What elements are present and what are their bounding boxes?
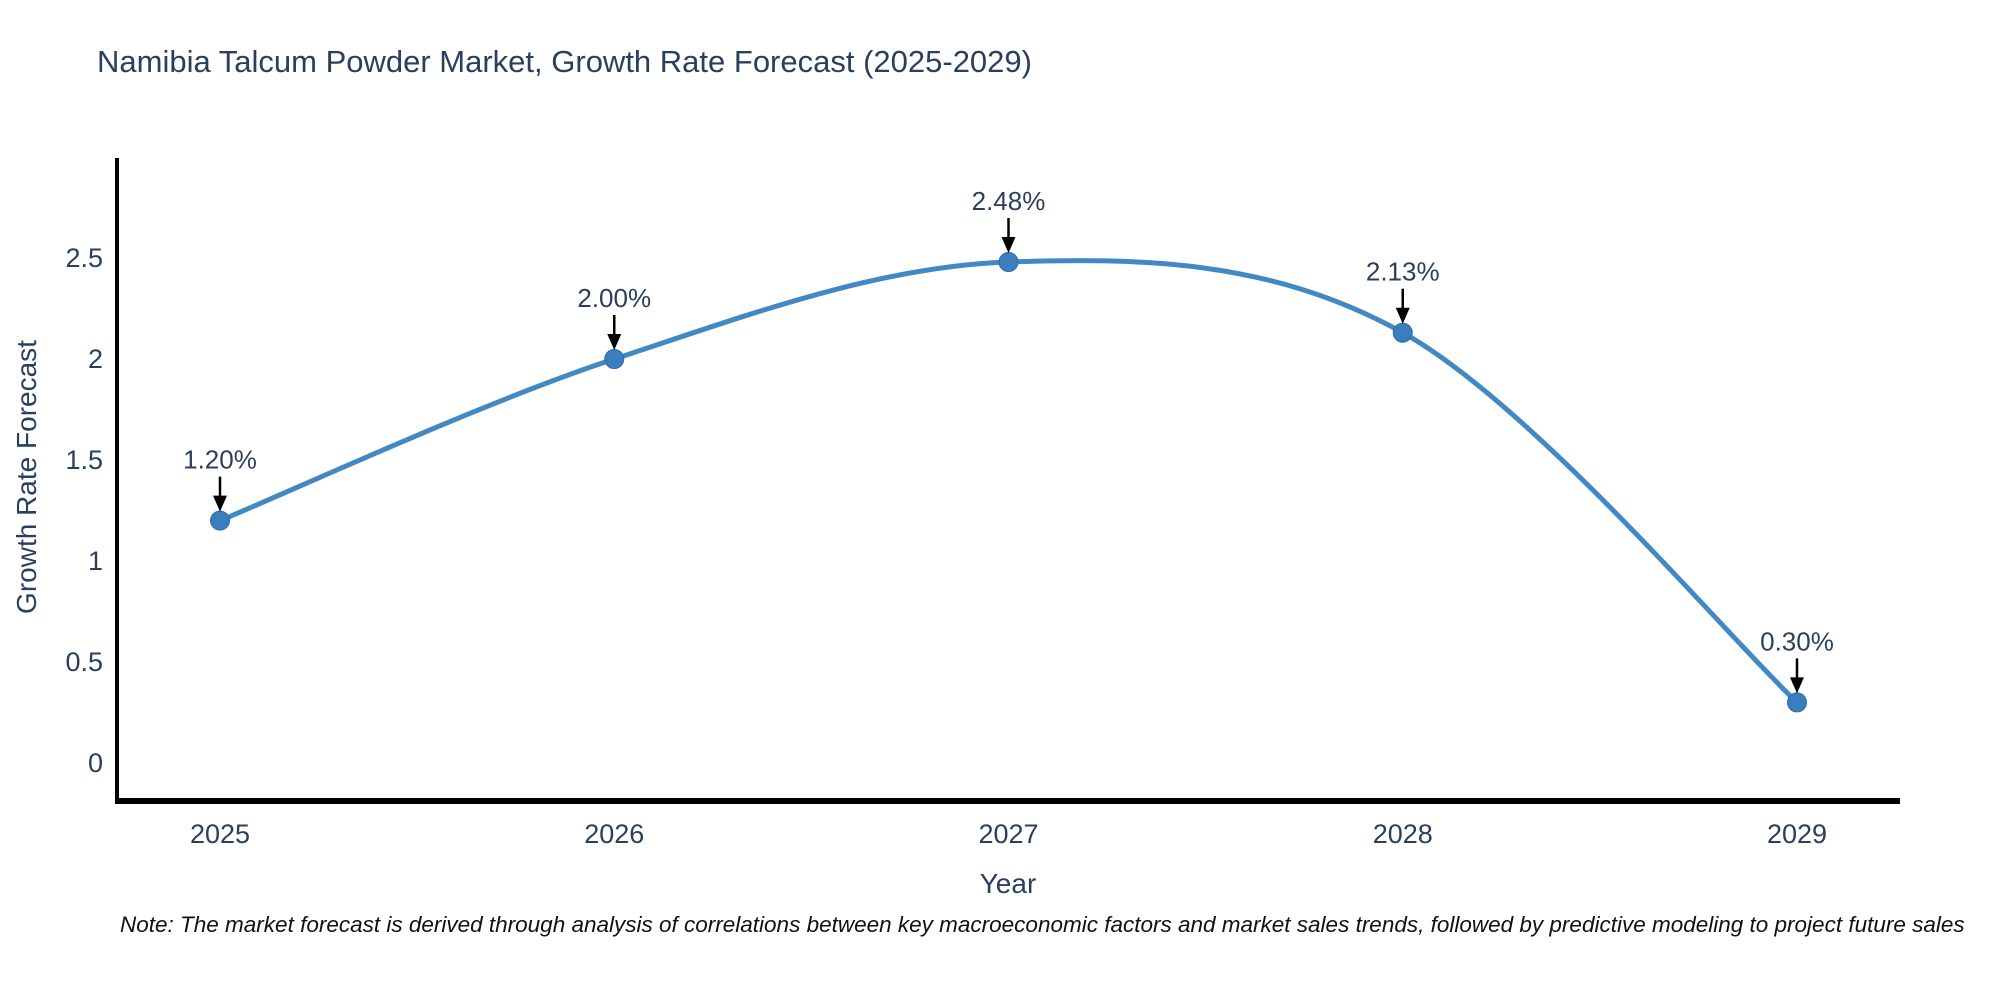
data-point-marker (1392, 322, 1413, 343)
annotation-arrow-head (1395, 307, 1410, 324)
plot-generated-layer: 0 0.5 1 1.5 2 2.5 2025 2026 2027 2028 2029 1.20% 2.0… (65, 158, 1900, 849)
x-tick-label: 2025 (190, 819, 250, 849)
annotation-arrow-head (1001, 237, 1016, 254)
y-tick-label: 0 (88, 748, 103, 778)
y-tick-label: 2 (88, 344, 103, 374)
point-annotation: 1.20% (183, 445, 257, 475)
y-tick-label: 0.5 (65, 647, 103, 677)
chart-title: Namibia Talcum Powder Market, Growth Rat… (97, 44, 1032, 79)
y-tick-label: 1.5 (65, 445, 103, 475)
x-tick-label: 2029 (1767, 819, 1827, 849)
point-annotation: 0.30% (1760, 626, 1834, 656)
annotation-arrow-head (607, 334, 622, 350)
x-tick-label: 2028 (1373, 819, 1433, 849)
data-point-marker (1787, 692, 1807, 713)
annotation-arrow-head (1790, 677, 1804, 694)
data-point-marker (210, 510, 230, 531)
y-axis-title: Growth Rate Forecast (11, 340, 42, 614)
y-tick-label: 2.5 (65, 243, 103, 273)
x-tick-label: 2026 (584, 819, 644, 849)
data-point-marker (998, 252, 1019, 273)
point-annotation: 2.48% (972, 186, 1046, 216)
y-tick-label: 1 (88, 546, 103, 576)
forecast-line (217, 258, 1800, 705)
point-annotation: 2.13% (1366, 257, 1440, 287)
annotation-arrow-head (213, 495, 227, 512)
point-annotation: 2.00% (577, 283, 651, 313)
x-axis-title: Year (980, 868, 1037, 899)
x-tick-label: 2027 (978, 819, 1038, 849)
footnote: Note: The market forecast is derived thr… (120, 912, 1965, 937)
data-point-marker (604, 349, 625, 369)
